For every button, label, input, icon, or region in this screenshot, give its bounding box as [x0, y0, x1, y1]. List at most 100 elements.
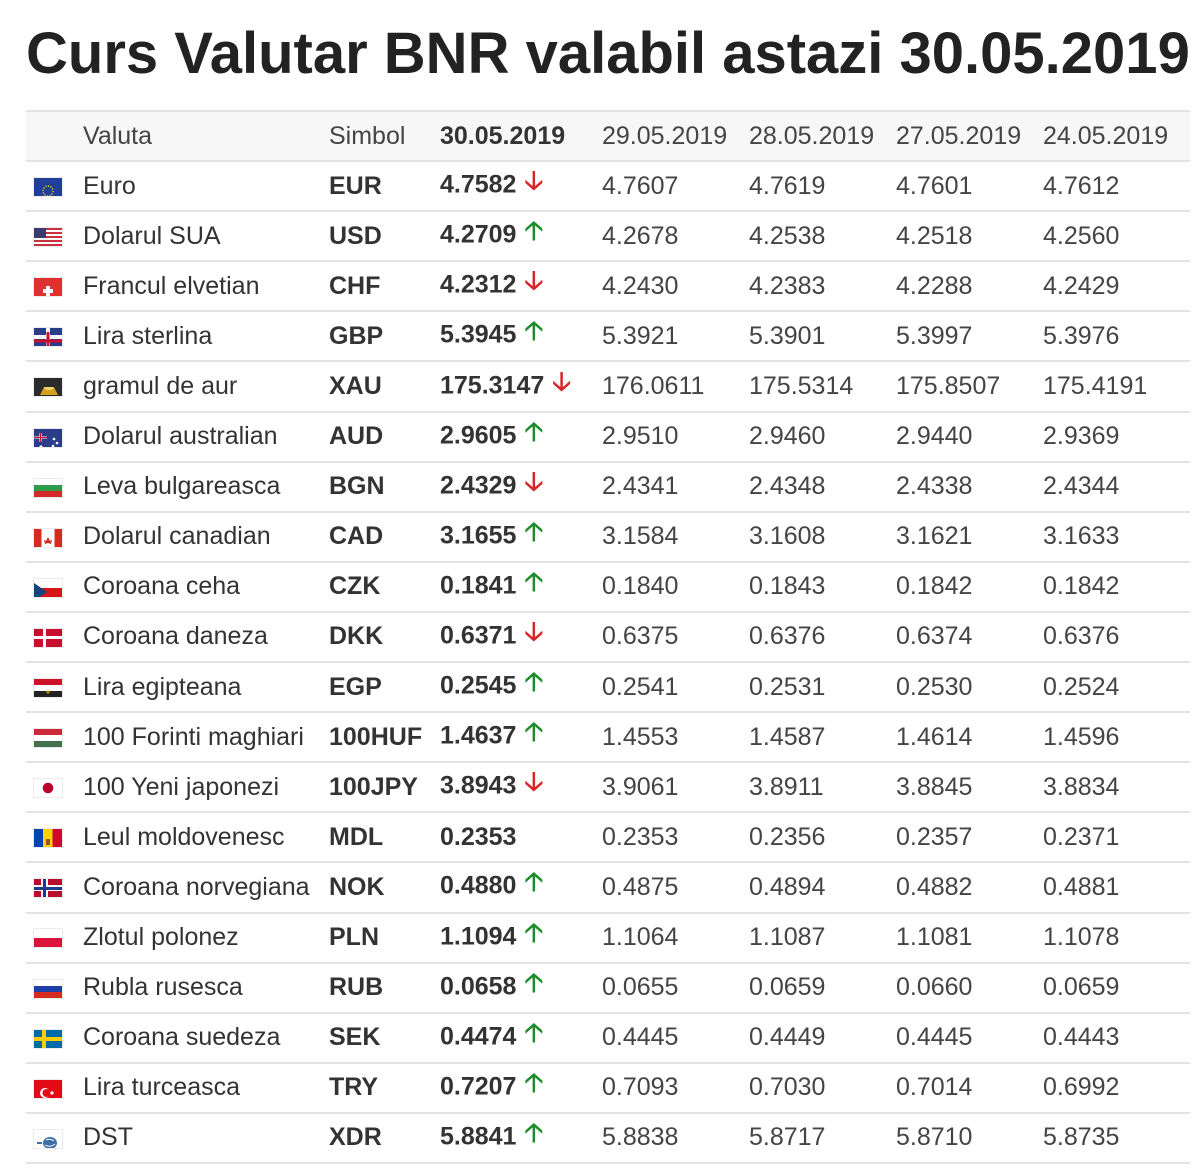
rate-previous: 0.7030 [749, 1061, 896, 1113]
arrow-up-icon: 🡡 [524, 1117, 544, 1148]
rate-previous: 5.3976 [1043, 310, 1190, 362]
rate-previous: 175.4191 [1043, 360, 1190, 412]
rate-today-cell: 0.0658 🡡 [440, 961, 602, 1013]
rate-previous: 4.2288 [896, 260, 1043, 312]
flag-cell [26, 861, 83, 913]
arrow-down-icon: 🡣 [524, 266, 544, 297]
rate-previous: 0.7014 [896, 1061, 1043, 1113]
flag-cell [26, 560, 83, 612]
cz-flag [34, 578, 62, 597]
arrow-down-icon: 🡣 [524, 616, 544, 647]
rate-today-cell: 1.4637 🡡 [440, 711, 602, 763]
rate-previous: 4.2430 [602, 260, 749, 312]
arrow-up-icon: 🡡 [524, 717, 544, 748]
rate-previous: 1.1078 [1043, 911, 1190, 963]
rate-today-cell: 0.1841 🡡 [440, 560, 602, 612]
flag-cell [26, 210, 83, 262]
flag-cell [26, 310, 83, 362]
currency-name: Coroana norvegiana [83, 861, 329, 913]
table-row: Euro EUR 4.7582 🡣 4.7607 4.7619 4.7601 4.7612 [26, 160, 1190, 212]
table-row: Zlotul polonez PLN 1.1094 🡡 1.1064 1.1087 1.10… [26, 911, 1190, 963]
flag-cell [26, 460, 83, 512]
rate-previous: 4.2383 [749, 260, 896, 312]
rate-previous: 0.2530 [896, 661, 1043, 713]
rate-today: 3.1655 [440, 521, 517, 550]
rate-today-cell: 0.2545 🡡 [440, 661, 602, 713]
table-row: 100 Yeni japonezi 100JPY 3.8943 🡣 3.9061 3.89… [26, 761, 1190, 813]
flag-cell [26, 510, 83, 562]
rate-today: 1.4637 [440, 721, 517, 750]
rate-previous: 0.4882 [896, 861, 1043, 913]
rate-previous: 0.4881 [1043, 861, 1190, 913]
rate-previous: 0.4449 [749, 1011, 896, 1063]
table-row: Lira egipteana EGP 0.2545 🡡 0.2541 0.2531 0.25… [26, 661, 1190, 713]
rate-today: 0.6371 [440, 621, 517, 650]
flag-cell [26, 911, 83, 963]
page-title: Curs Valutar BNR valabil astazi 30.05.20… [26, 21, 1190, 86]
rate-today: 1.1094 [440, 922, 517, 951]
table-row: Dolarul SUA USD 4.2709 🡡 4.2678 4.2538 4.2518 4… [26, 210, 1190, 262]
rate-previous: 3.8834 [1043, 761, 1190, 813]
currency-name: Rubla rusesca [83, 961, 329, 1013]
currency-symbol: BGN [329, 460, 440, 512]
rate-previous: 0.4443 [1043, 1011, 1190, 1063]
header-flag [26, 109, 83, 162]
rate-previous: 0.2356 [749, 811, 896, 863]
header-date: 24.05.2019 [1043, 109, 1190, 162]
arrow-up-icon: 🡡 [524, 316, 544, 347]
dk-flag [34, 628, 62, 647]
arrow-up-icon: 🡡 [524, 216, 544, 247]
currency-name: Dolarul SUA [83, 210, 329, 262]
rate-today: 0.1841 [440, 571, 517, 600]
ch-flag [34, 278, 62, 297]
rate-previous: 3.9061 [602, 761, 749, 813]
currency-name: 100 Yeni japonezi [83, 761, 329, 813]
rate-previous: 0.2531 [749, 661, 896, 713]
ca-flag [34, 528, 62, 547]
gold-icon [34, 378, 62, 397]
rate-previous: 176.0611 [602, 360, 749, 412]
rate-today: 4.7582 [440, 170, 517, 199]
rate-previous: 4.2518 [896, 210, 1043, 262]
rate-previous: 0.6375 [602, 610, 749, 663]
rate-previous: 4.2678 [602, 210, 749, 262]
rate-today-cell: 4.7582 🡣 [440, 160, 602, 212]
rate-previous: 1.4587 [749, 711, 896, 763]
flag-cell [26, 160, 83, 212]
rate-previous: 2.4341 [602, 460, 749, 512]
rate-today: 4.2709 [440, 220, 517, 249]
currency-symbol: DKK [329, 610, 440, 663]
rate-today: 4.2312 [440, 270, 517, 299]
table-row: Lira sterlina GBP 5.3945 🡡 5.3921 5.3901 5.399… [26, 310, 1190, 362]
currency-symbol: 100JPY [329, 761, 440, 813]
rate-previous: 1.1064 [602, 911, 749, 963]
rate-previous: 1.1081 [896, 911, 1043, 963]
arrow-down-icon: 🡣 [524, 166, 544, 197]
rate-previous: 0.1840 [602, 560, 749, 612]
rate-previous: 2.4348 [749, 460, 896, 512]
rate-today-cell: 4.2312 🡣 [440, 260, 602, 312]
bg-flag [34, 478, 62, 497]
currency-symbol: AUD [329, 410, 440, 462]
rate-previous: 0.1842 [896, 560, 1043, 612]
arrow-up-icon: 🡡 [524, 667, 544, 698]
currency-name: Coroana suedeza [83, 1011, 329, 1063]
arrow-up-icon: 🡡 [524, 867, 544, 898]
rate-today: 0.4474 [440, 1022, 517, 1051]
rate-previous: 0.2357 [896, 811, 1043, 863]
currency-name: Coroana daneza [83, 610, 329, 663]
rate-previous: 0.6374 [896, 610, 1043, 663]
rate-today-cell: 3.8943 🡣 [440, 761, 602, 813]
currency-symbol: EGP [329, 661, 440, 713]
table-row: gramul de aur XAU 175.3147 🡣 176.0611 175.531… [26, 360, 1190, 412]
rate-previous: 4.2538 [749, 210, 896, 262]
arrow-up-icon: 🡡 [524, 1067, 544, 1098]
rate-today-cell: 2.9605 🡡 [440, 410, 602, 462]
exchange-rate-table: Valuta Simbol 30.05.2019 29.05.2019 28.0… [26, 109, 1190, 1164]
rate-previous: 0.1843 [749, 560, 896, 612]
currency-name: Leva bulgareasca [83, 460, 329, 512]
pl-flag [34, 929, 62, 948]
rate-today-cell: 5.3945 🡡 [440, 310, 602, 362]
rate-today: 5.3945 [440, 321, 517, 350]
rate-previous: 0.6376 [1043, 610, 1190, 663]
